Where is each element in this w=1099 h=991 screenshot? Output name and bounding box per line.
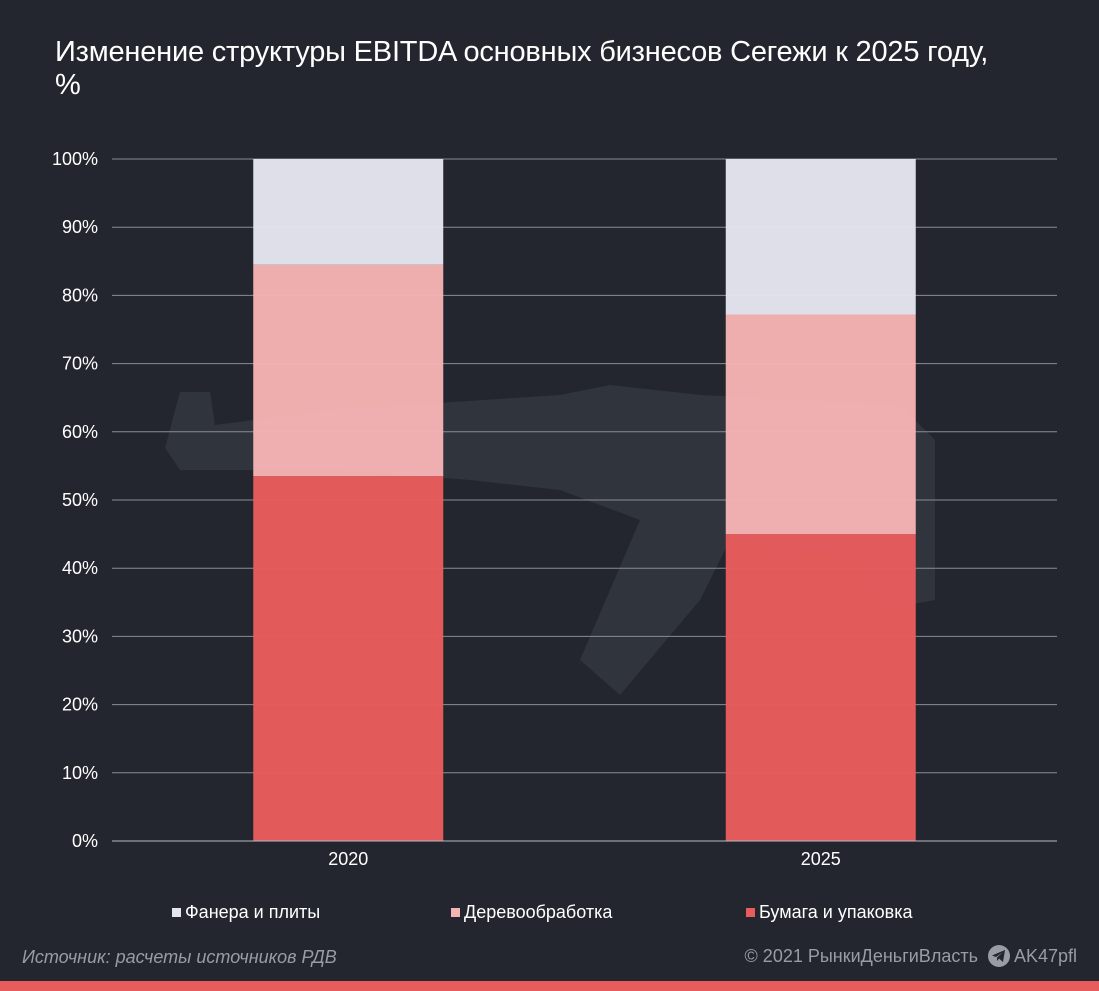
legend-item: Фанера и плиты (172, 902, 320, 923)
bars (253, 159, 916, 841)
y-tick-label: 40% (62, 558, 98, 578)
legend-swatch (746, 908, 755, 917)
legend-item: Бумага и упаковка (746, 902, 913, 923)
y-tick-label: 70% (62, 354, 98, 374)
chart: 0%10%20%30%40%50%60%70%80%90%100% 2020 20… (52, 149, 1057, 869)
bar-segment (253, 264, 444, 477)
telegram-icon (987, 945, 1010, 967)
channel-name[interactable]: AK47pfl (1013, 945, 1077, 966)
bar-segment (725, 159, 916, 315)
y-axis-ticks: 0% 10% 20% 30% 40% 50% 60% 70% 80% 90% 100% (52, 149, 98, 851)
source-note: Источник: расчеты источников РДВ (22, 947, 337, 967)
bar-segment (253, 159, 444, 265)
y-tick-label: 50% (62, 490, 98, 510)
y-tick-label: 10% (62, 763, 98, 783)
legend-item: Деревообработка (451, 902, 612, 923)
y-tick-label: 0% (72, 831, 98, 851)
y-tick-label: 20% (62, 695, 98, 715)
legend-label: Бумага и упаковка (759, 902, 913, 922)
x-category-label: 2025 (801, 849, 841, 869)
bottom-accent-strip (0, 981, 1099, 991)
x-category-label: 2020 (328, 849, 368, 869)
y-tick-label: 100% (52, 149, 98, 169)
y-tick-label: 30% (62, 626, 98, 646)
legend-swatch (172, 908, 181, 917)
y-tick-label: 80% (62, 285, 98, 305)
legend: Фанера и плиты Деревообработка Бумага и уп… (0, 902, 1099, 926)
chart-title: Изменение структуры EBITDA основных бизн… (55, 36, 989, 101)
y-tick-label: 60% (62, 422, 98, 442)
x-axis-categories: 2020 2025 (328, 849, 841, 869)
bar-segment (725, 534, 916, 841)
copyright: © 2021 РынкиДеньгиВласть AK47pfl (745, 945, 1077, 967)
bar-segment (725, 314, 916, 535)
y-tick-label: 90% (62, 217, 98, 237)
legend-label: Деревообработка (464, 902, 613, 922)
legend-swatch (451, 908, 460, 917)
copyright-text: © 2021 РынкиДеньгиВласть (744, 945, 978, 966)
bar-segment (253, 476, 444, 841)
legend-label: Фанера и плиты (185, 902, 321, 922)
